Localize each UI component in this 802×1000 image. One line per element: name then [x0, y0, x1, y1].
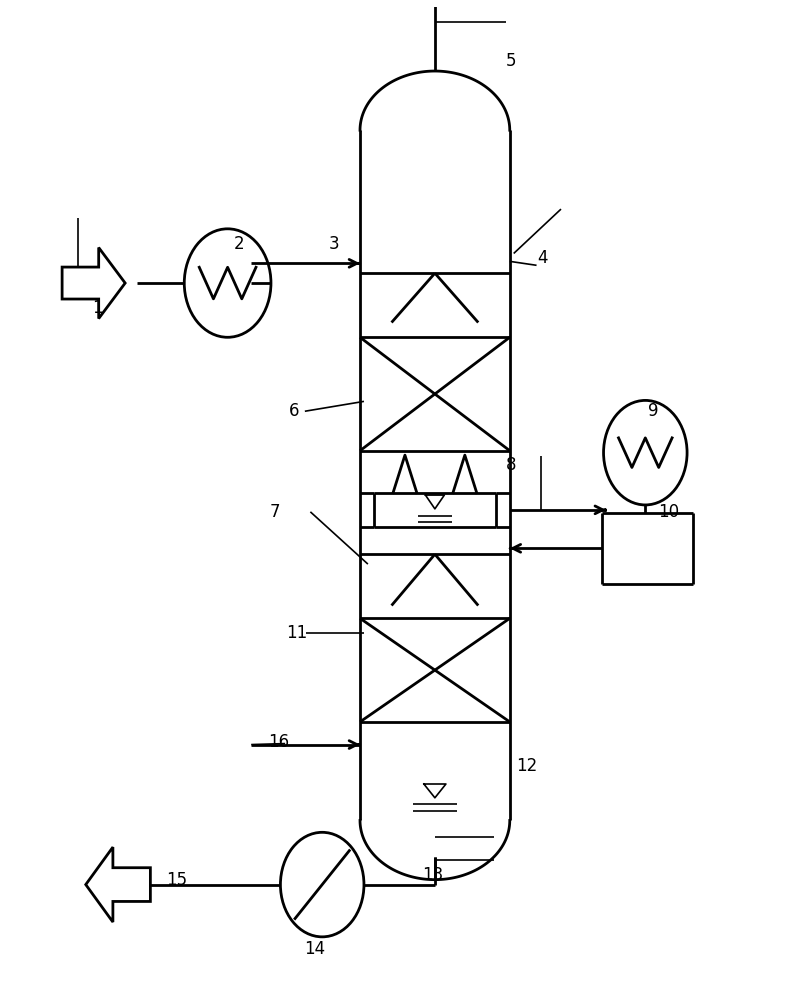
Text: 11: 11 — [286, 624, 308, 642]
Text: 10: 10 — [658, 503, 679, 521]
Text: 13: 13 — [422, 866, 444, 884]
Text: 1: 1 — [92, 299, 103, 317]
Text: 3: 3 — [329, 235, 339, 253]
Text: 5: 5 — [506, 52, 516, 70]
Text: 12: 12 — [516, 757, 537, 775]
Text: 15: 15 — [166, 871, 187, 889]
Text: 2: 2 — [234, 235, 245, 253]
Text: 14: 14 — [304, 940, 325, 958]
Text: 16: 16 — [269, 733, 290, 751]
Text: 9: 9 — [648, 402, 658, 420]
Text: 4: 4 — [537, 249, 548, 267]
Text: 7: 7 — [269, 503, 280, 521]
Text: 6: 6 — [290, 402, 300, 420]
Text: 8: 8 — [506, 456, 516, 474]
